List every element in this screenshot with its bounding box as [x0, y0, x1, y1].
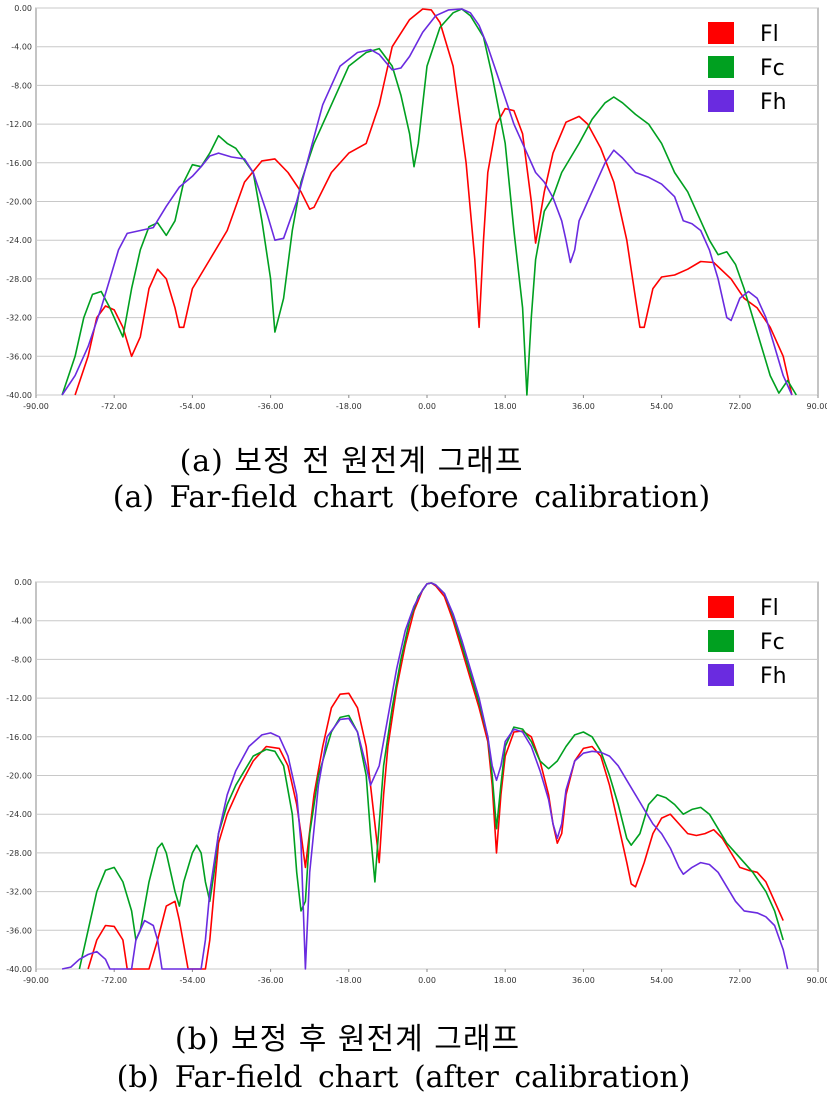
series-line-fh	[61, 582, 789, 970]
legend-label-fc: Fc	[760, 56, 785, 81]
y-tick-label: -12.00	[6, 120, 32, 129]
y-tick-label: -28.00	[6, 849, 32, 858]
x-tick-label: -90.00	[23, 402, 49, 411]
y-tick-label: -12.00	[6, 694, 32, 703]
y-tick-label: -36.00	[6, 926, 32, 935]
x-tick-label: 18.00	[494, 402, 517, 411]
caption-b-english: (b) Far-field chart (after calibration)	[116, 1060, 691, 1095]
series-line-fl	[87, 582, 784, 970]
x-tick-label: 36.00	[572, 976, 595, 985]
y-tick-label: -24.00	[6, 236, 32, 245]
legend-label-fc: Fc	[760, 630, 785, 655]
series-line-fc	[78, 582, 784, 970]
y-tick-label: -40.00	[6, 965, 32, 974]
y-tick-label: -8.00	[11, 655, 32, 664]
caption-a-korean: (a) 보정 전 원전계 그래프	[179, 444, 524, 479]
x-tick-label: 54.00	[650, 402, 673, 411]
x-tick-label: -72.00	[101, 402, 127, 411]
series-line-fc	[61, 8, 797, 396]
legend-label-fl: Fl	[760, 22, 779, 47]
y-tick-label: -16.00	[6, 159, 32, 168]
legend-swatch-fl	[708, 596, 734, 618]
legend-label-fh: Fh	[760, 90, 787, 115]
x-tick-label: 0.00	[418, 976, 436, 985]
legend-swatch-fh	[708, 90, 734, 112]
far-field-chart-b: 0.00 -4.00 -8.00 -12.00 -16.00 -20.00 -24.00 -2…	[6, 578, 827, 985]
legend-label-fl: Fl	[760, 596, 779, 621]
y-tick-label: -36.00	[6, 352, 32, 361]
y-tick-label: -16.00	[6, 733, 32, 742]
y-tick-label: 0.00	[14, 4, 32, 13]
far-field-chart-a: 0.00 -4.00 -8.00 -12.00 -16.00 -20.00 -24.00 -2…	[6, 4, 827, 411]
x-tick-label: -18.00	[336, 402, 362, 411]
y-tick-label: -20.00	[6, 198, 32, 207]
legend-swatch-fc	[708, 630, 734, 652]
legend-label-fh: Fh	[760, 664, 787, 689]
series-line-fl	[74, 8, 793, 396]
legend-swatch-fh	[708, 664, 734, 686]
y-tick-label: -4.00	[11, 43, 32, 52]
x-tick-label: 54.00	[650, 976, 673, 985]
x-tick-label: -36.00	[258, 402, 284, 411]
y-tick-label: -8.00	[11, 81, 32, 90]
y-tick-label: -32.00	[6, 314, 32, 323]
x-tick-label: 18.00	[494, 976, 517, 985]
x-tick-label: 72.00	[728, 402, 751, 411]
y-tick-label: 0.00	[14, 578, 32, 587]
x-tick-label: 0.00	[418, 402, 436, 411]
x-tick-label: -72.00	[101, 976, 127, 985]
series-line-fh	[61, 8, 793, 396]
x-tick-label: 90.00	[807, 976, 827, 985]
caption-a-english: (a) Far-field chart (before calibration)	[112, 480, 711, 515]
y-tick-label: -4.00	[11, 617, 32, 626]
x-tick-label: 36.00	[572, 402, 595, 411]
x-tick-label: 90.00	[807, 402, 827, 411]
x-tick-label: -54.00	[180, 402, 206, 411]
x-tick-label: -18.00	[336, 976, 362, 985]
x-tick-label: -36.00	[258, 976, 284, 985]
legend-swatch-fl	[708, 22, 734, 44]
y-tick-label: -20.00	[6, 772, 32, 781]
y-tick-label: -24.00	[6, 810, 32, 819]
y-tick-label: -40.00	[6, 391, 32, 400]
legend-swatch-fc	[708, 56, 734, 78]
x-tick-label: -54.00	[180, 976, 206, 985]
x-tick-label: 72.00	[728, 976, 751, 985]
caption-b-korean: (b) 보정 후 원전계 그래프	[174, 1022, 521, 1057]
y-tick-label: -28.00	[6, 275, 32, 284]
x-tick-label: -90.00	[23, 976, 49, 985]
y-tick-label: -32.00	[6, 888, 32, 897]
